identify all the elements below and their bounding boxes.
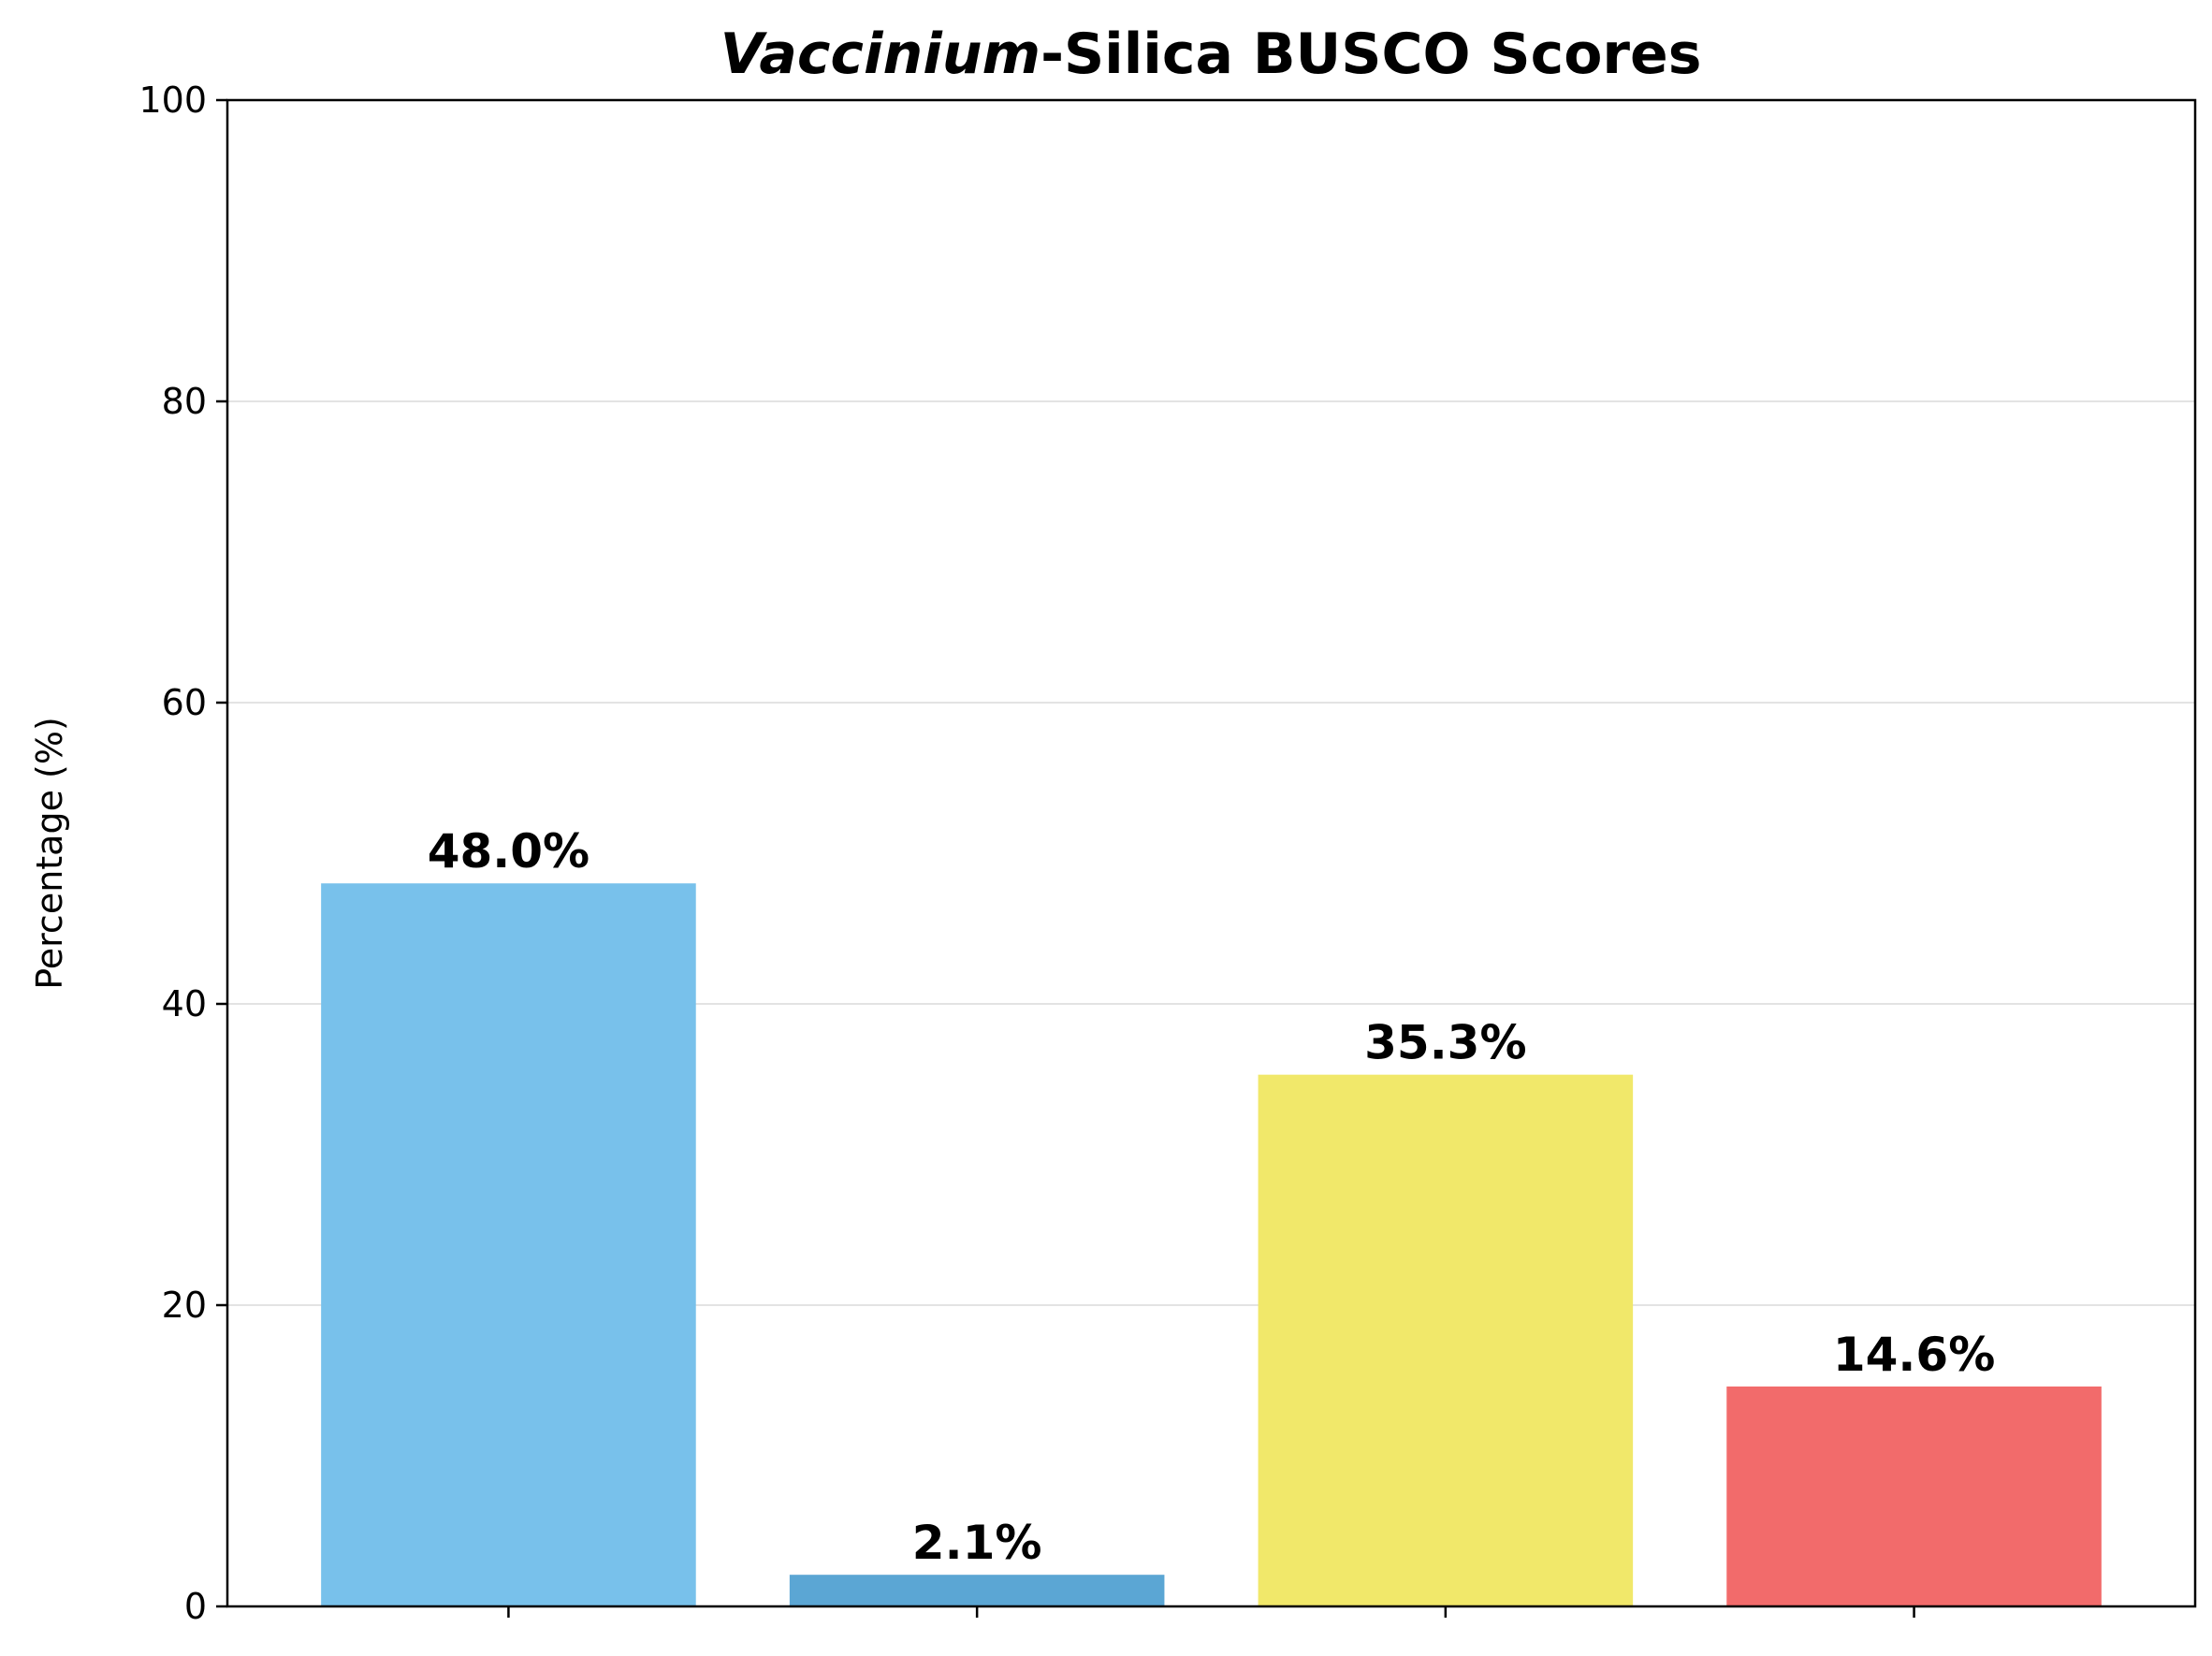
bar-value-label: 35.3% xyxy=(1364,1016,1526,1070)
bars xyxy=(321,883,2102,1606)
bar-value-label: 2.1% xyxy=(912,1516,1042,1570)
y-tick-label: 0 xyxy=(184,1586,207,1627)
chart-title: Vaccinium-Silica BUSCO Scores xyxy=(720,22,1702,87)
y-tick-label: 100 xyxy=(138,80,207,121)
y-axis-label: Percentage (%) xyxy=(29,717,70,990)
bar xyxy=(789,1575,1165,1606)
chart-title-rest: -Silica BUSCO Scores xyxy=(1041,22,1701,87)
bar xyxy=(1258,1074,1634,1606)
y-axis-ticks: 0 20 40 60 80 100 xyxy=(138,80,227,1627)
y-tick-label: 80 xyxy=(162,381,207,422)
y-tick-label: 20 xyxy=(162,1285,207,1326)
chart-title-italic: Vaccinium xyxy=(720,22,1041,87)
y-tick-label: 60 xyxy=(162,682,207,723)
plot-frame xyxy=(226,98,2197,1608)
bar xyxy=(1726,1386,2102,1606)
bar-value-label: 14.6% xyxy=(1833,1328,1995,1382)
bar xyxy=(321,883,696,1606)
y-tick-label: 40 xyxy=(162,983,207,1024)
bar-value-label: 48.0% xyxy=(428,824,589,879)
data-labels: 48.0% 2.1% 35.3% 14.6% xyxy=(428,824,1996,1570)
x-axis-ticks xyxy=(507,1606,1915,1618)
